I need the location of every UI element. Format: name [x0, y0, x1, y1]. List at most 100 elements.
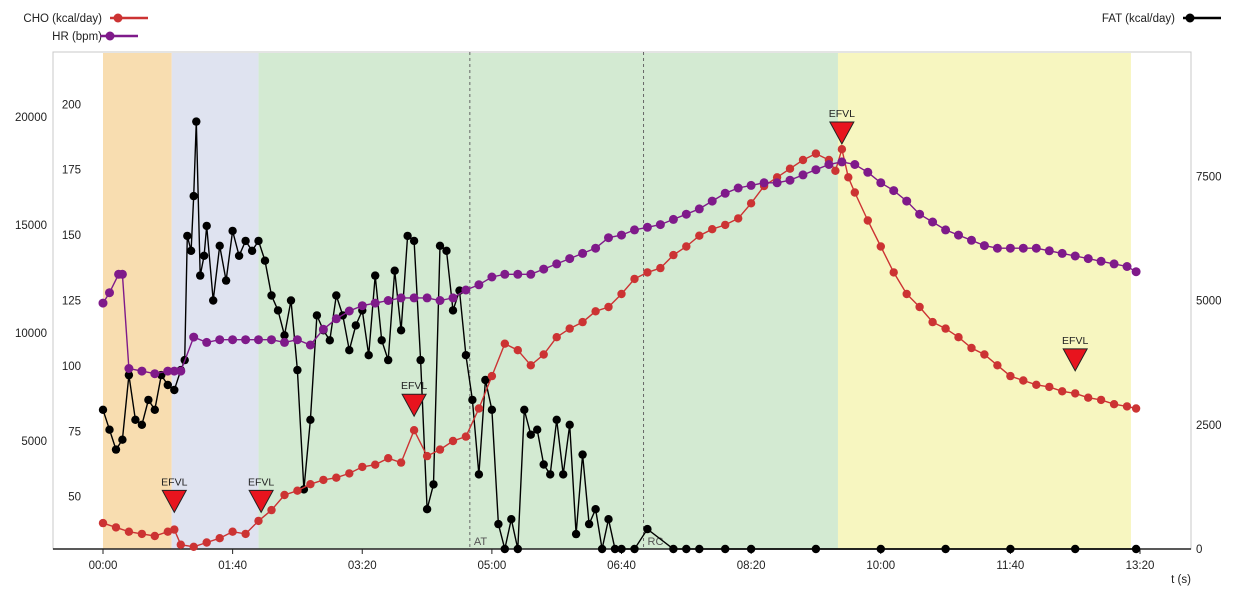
data-point-fat — [475, 470, 483, 478]
data-point-fat — [345, 346, 353, 354]
data-point-cho — [254, 517, 262, 525]
data-point-hr — [1045, 246, 1054, 255]
data-point-cho — [332, 474, 340, 482]
data-point-cho — [993, 361, 1001, 369]
data-point-cho — [578, 318, 586, 326]
data-point-hr — [371, 299, 380, 308]
data-point-fat — [695, 545, 703, 553]
data-point-cho — [643, 268, 651, 276]
data-point-fat — [559, 470, 567, 478]
data-point-cho — [980, 350, 988, 358]
y-left-outer-tick-label: 15000 — [15, 220, 47, 232]
data-point-fat — [578, 450, 586, 458]
x-tick-label: 01:40 — [218, 560, 247, 572]
data-point-hr — [669, 215, 678, 224]
y-right-tick-label: 2500 — [1196, 420, 1222, 432]
data-point-cho — [112, 523, 120, 531]
data-point-cho — [358, 463, 366, 471]
data-point-fat — [384, 356, 392, 364]
data-point-fat — [494, 520, 502, 528]
data-point-fat — [572, 530, 580, 538]
data-point-hr — [137, 367, 146, 376]
data-point-fat — [267, 291, 275, 299]
data-point-cho — [1071, 389, 1079, 397]
x-tick-label: 06:40 — [607, 560, 636, 572]
data-point-hr — [552, 259, 561, 268]
data-point-hr — [747, 181, 756, 190]
data-point-hr — [604, 233, 613, 242]
data-point-cho — [591, 307, 599, 315]
legend-dot-fat — [1186, 14, 1195, 23]
data-point-cho — [462, 432, 470, 440]
data-point-cho — [851, 188, 859, 196]
data-point-hr — [410, 293, 419, 302]
data-point-hr — [630, 225, 639, 234]
data-point-cho — [371, 461, 379, 469]
data-point-hr — [967, 236, 976, 245]
data-point-fat — [216, 242, 224, 250]
data-point-fat — [682, 545, 690, 553]
y-left-inner-tick-label: 75 — [68, 426, 81, 438]
data-point-hr — [513, 270, 522, 279]
data-point-hr — [565, 254, 574, 263]
phase-band-4 — [838, 53, 1131, 549]
data-point-cho — [501, 340, 509, 348]
data-point-cho — [708, 225, 716, 233]
threshold-label-at: AT — [474, 536, 488, 548]
data-point-fat — [105, 426, 113, 434]
data-point-fat — [203, 222, 211, 230]
data-point-fat — [501, 545, 509, 553]
y-right-tick-label: 7500 — [1196, 171, 1222, 183]
y-left-outer-tick-label: 5000 — [21, 436, 47, 448]
data-point-cho — [449, 437, 457, 445]
data-point-cho — [306, 480, 314, 488]
data-point-fat — [468, 396, 476, 404]
efvl-label: EFVL — [829, 108, 855, 120]
data-point-fat — [423, 505, 431, 513]
data-point-fat — [449, 306, 457, 314]
data-point-fat — [241, 237, 249, 245]
efvl-label: EFVL — [248, 476, 274, 488]
data-point-fat — [598, 545, 606, 553]
data-point-cho — [838, 145, 846, 153]
legend-label-hr: HR (bpm) — [52, 31, 102, 43]
efvl-label: EFVL — [401, 380, 427, 392]
data-point-cho — [1132, 404, 1140, 412]
data-point-cho — [928, 318, 936, 326]
data-point-fat — [112, 445, 120, 453]
data-point-hr — [319, 325, 328, 334]
data-point-fat — [617, 545, 625, 553]
data-point-hr — [436, 296, 445, 305]
data-point-cho — [566, 324, 574, 332]
data-point-hr — [799, 170, 808, 179]
data-point-fat — [118, 436, 126, 444]
data-point-cho — [747, 199, 755, 207]
data-point-hr — [734, 184, 743, 193]
y-right-tick-label: 5000 — [1196, 296, 1222, 308]
data-point-cho — [695, 232, 703, 240]
data-point-hr — [695, 204, 704, 213]
data-point-hr — [241, 335, 250, 344]
data-point-cho — [877, 242, 885, 250]
data-point-fat — [941, 545, 949, 553]
data-point-hr — [539, 265, 548, 274]
data-point-cho — [915, 303, 923, 311]
data-point-fat — [553, 416, 561, 424]
data-point-cho — [436, 445, 444, 453]
data-point-hr — [889, 186, 898, 195]
data-point-fat — [332, 291, 340, 299]
data-point-fat — [585, 520, 593, 528]
data-point-hr — [993, 244, 1002, 253]
data-point-fat — [228, 227, 236, 235]
data-point-cho — [1084, 394, 1092, 402]
data-point-cho — [241, 530, 249, 538]
data-point-hr — [293, 335, 302, 344]
data-point-cho — [734, 214, 742, 222]
data-point-cho — [812, 149, 820, 157]
data-point-hr — [487, 273, 496, 282]
data-point-hr — [1058, 249, 1067, 258]
data-point-cho — [941, 324, 949, 332]
data-point-fat — [254, 237, 262, 245]
data-point-hr — [254, 335, 263, 344]
